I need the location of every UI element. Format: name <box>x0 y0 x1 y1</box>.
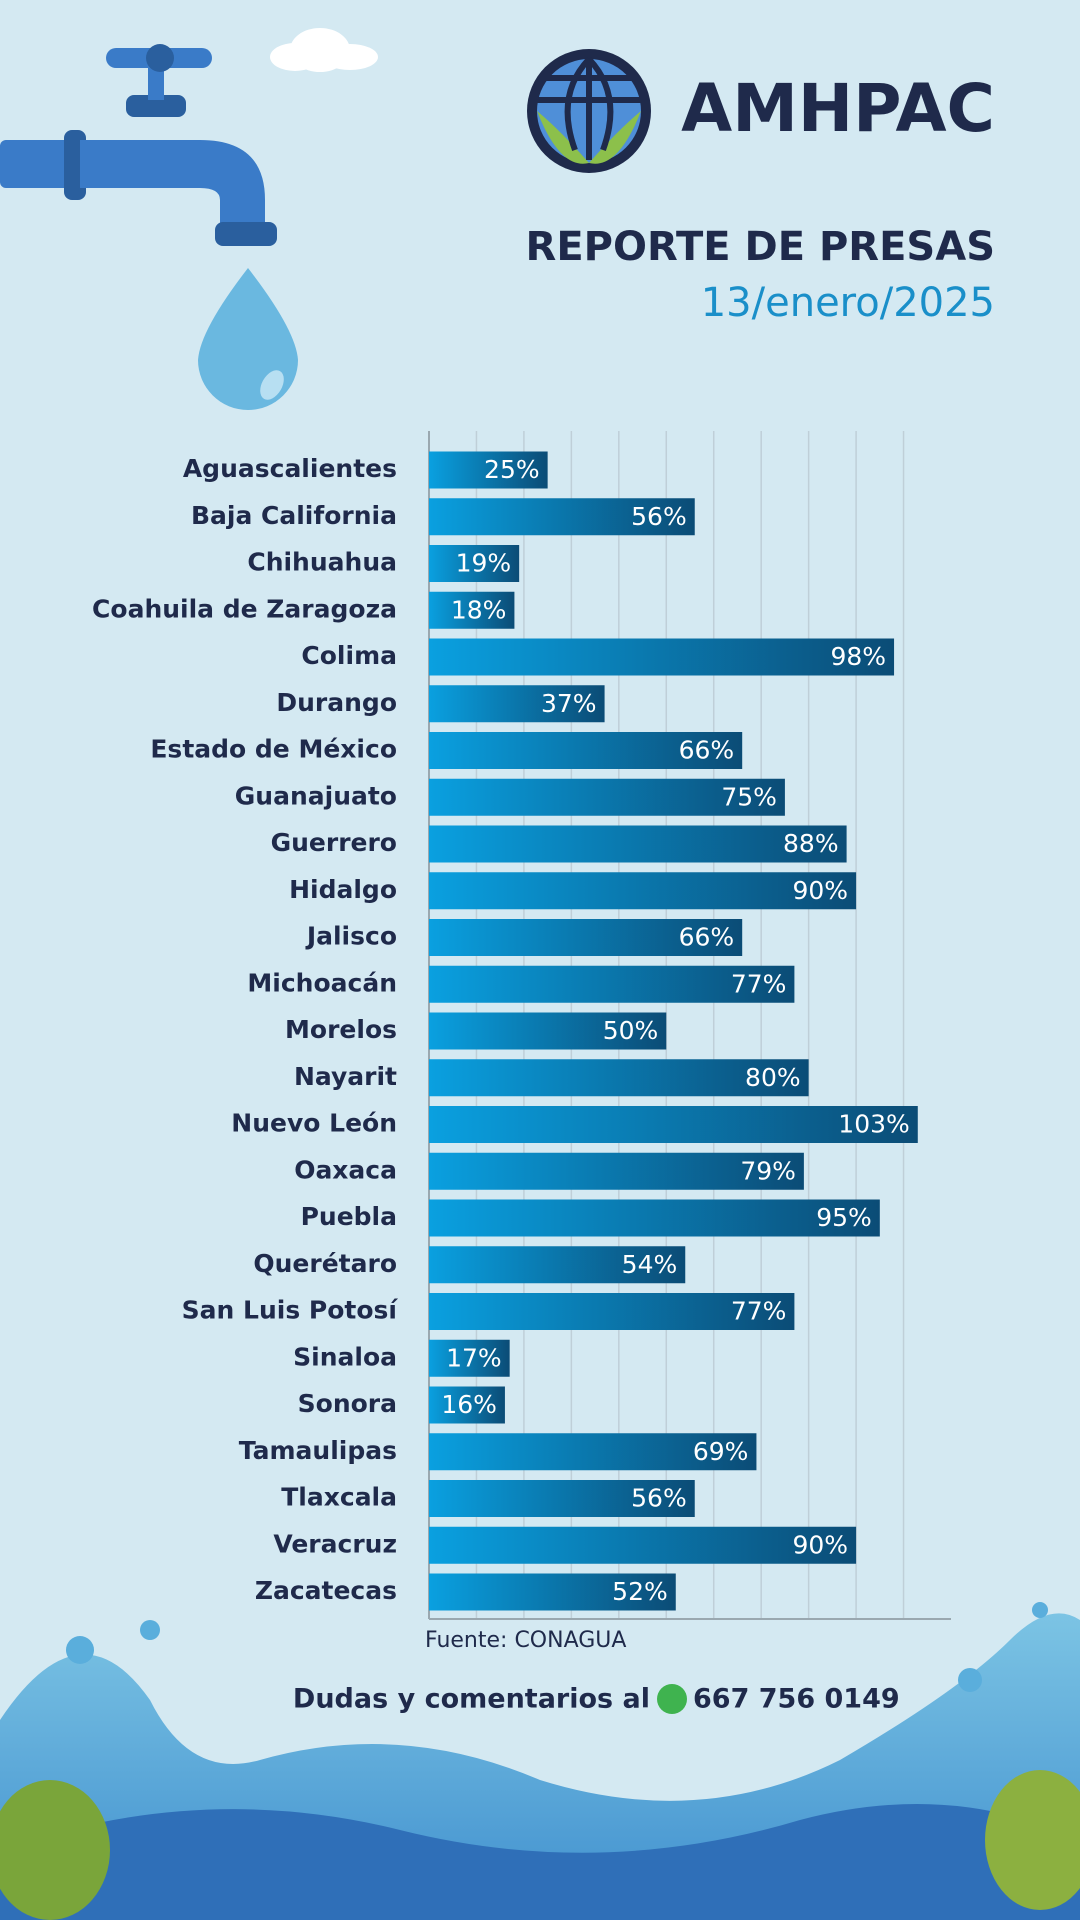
bar <box>429 1199 880 1237</box>
title: REPORTE DE PRESAS <box>526 224 995 270</box>
category-label: Hidalgo <box>289 875 397 904</box>
value-label: 79% <box>740 1156 796 1185</box>
bar <box>429 825 847 863</box>
bar <box>429 872 857 910</box>
value-label: 17% <box>446 1343 502 1372</box>
category-label: Aguascalientes <box>183 454 397 483</box>
category-label: Querétaro <box>253 1249 397 1278</box>
category-label: Coahuila de Zaragoza <box>92 594 397 623</box>
bar <box>429 1386 505 1424</box>
value-label: 16% <box>441 1390 497 1419</box>
category-label: Jalisco <box>305 922 397 951</box>
category-label: Nuevo León <box>231 1109 397 1138</box>
bar <box>429 1339 510 1377</box>
value-label: 75% <box>721 782 777 811</box>
category-label: Morelos <box>285 1015 397 1044</box>
bar <box>429 451 548 489</box>
bar <box>429 638 895 676</box>
category-label: Nayarit <box>294 1062 397 1091</box>
value-label: 52% <box>612 1577 668 1606</box>
bar <box>429 1293 795 1330</box>
category-label: Michoacán <box>247 968 397 997</box>
value-label: 37% <box>541 689 597 718</box>
value-label: 25% <box>484 455 540 484</box>
category-label: Tlaxcala <box>281 1483 397 1512</box>
bar <box>429 685 605 723</box>
category-label: Tamaulipas <box>239 1436 397 1465</box>
category-label: Sonora <box>298 1389 397 1418</box>
value-label: 80% <box>745 1063 801 1092</box>
bar <box>429 545 520 582</box>
cloud <box>270 28 378 72</box>
bar <box>429 1433 757 1471</box>
bar <box>429 732 743 769</box>
phone: 667 756 0149 <box>693 1684 900 1715</box>
bar <box>429 498 695 536</box>
bar <box>429 778 785 816</box>
bar <box>429 1573 676 1611</box>
value-label: 77% <box>731 969 787 998</box>
bar <box>429 965 795 1003</box>
value-label: 103% <box>838 1110 909 1139</box>
category-label: Guanajuato <box>235 781 397 810</box>
waves <box>0 1602 1080 1920</box>
value-label: 50% <box>603 1016 659 1045</box>
contact-text: Dudas y comentarios al <box>293 1684 650 1715</box>
value-label: 88% <box>783 829 839 858</box>
bar <box>429 1106 918 1143</box>
category-label: Baja California <box>191 501 397 530</box>
bar <box>429 1526 857 1564</box>
faucet <box>0 44 277 246</box>
value-label: 18% <box>451 595 507 624</box>
whatsapp-icon <box>657 1684 687 1714</box>
bar <box>429 1059 809 1097</box>
category-label: Chihuahua <box>247 548 397 577</box>
value-label: 69% <box>693 1437 749 1466</box>
category-label: Guerrero <box>271 828 397 857</box>
category-label: Sinaloa <box>293 1342 397 1371</box>
category-label: Zacatecas <box>255 1576 397 1605</box>
value-label: 66% <box>679 736 735 765</box>
bar <box>429 591 515 629</box>
value-label: 19% <box>456 549 512 578</box>
value-label: 90% <box>793 1530 849 1559</box>
date: 13/enero/2025 <box>701 280 995 326</box>
value-label: 56% <box>631 1484 687 1513</box>
drop-highlight <box>260 370 284 400</box>
water-drop <box>198 268 298 410</box>
category-label: Colima <box>301 641 397 670</box>
category-label: Estado de México <box>150 735 397 764</box>
value-label: 90% <box>793 876 849 905</box>
bar <box>429 1480 695 1517</box>
bar <box>429 1012 667 1050</box>
category-label: Puebla <box>301 1202 397 1231</box>
category-label: Durango <box>276 688 397 717</box>
category-label: Veracruz <box>273 1529 397 1558</box>
logo <box>527 49 651 173</box>
value-label: 66% <box>679 923 735 952</box>
bar-chart: Aguascalientes 25% Baja California 56% Chihu… <box>92 431 951 1620</box>
category-label: Oaxaca <box>294 1155 397 1184</box>
source: Fuente: CONAGUA <box>425 1628 626 1653</box>
bar <box>429 1246 686 1284</box>
value-label: 77% <box>731 1297 787 1326</box>
value-label: 56% <box>631 502 687 531</box>
value-label: 98% <box>830 642 886 671</box>
bar <box>429 1152 804 1190</box>
bar <box>429 919 743 956</box>
value-label: 95% <box>816 1203 872 1232</box>
value-label: 54% <box>622 1250 678 1279</box>
brand: AMHPAC <box>681 70 995 147</box>
category-label: San Luis Potosí <box>182 1296 399 1325</box>
